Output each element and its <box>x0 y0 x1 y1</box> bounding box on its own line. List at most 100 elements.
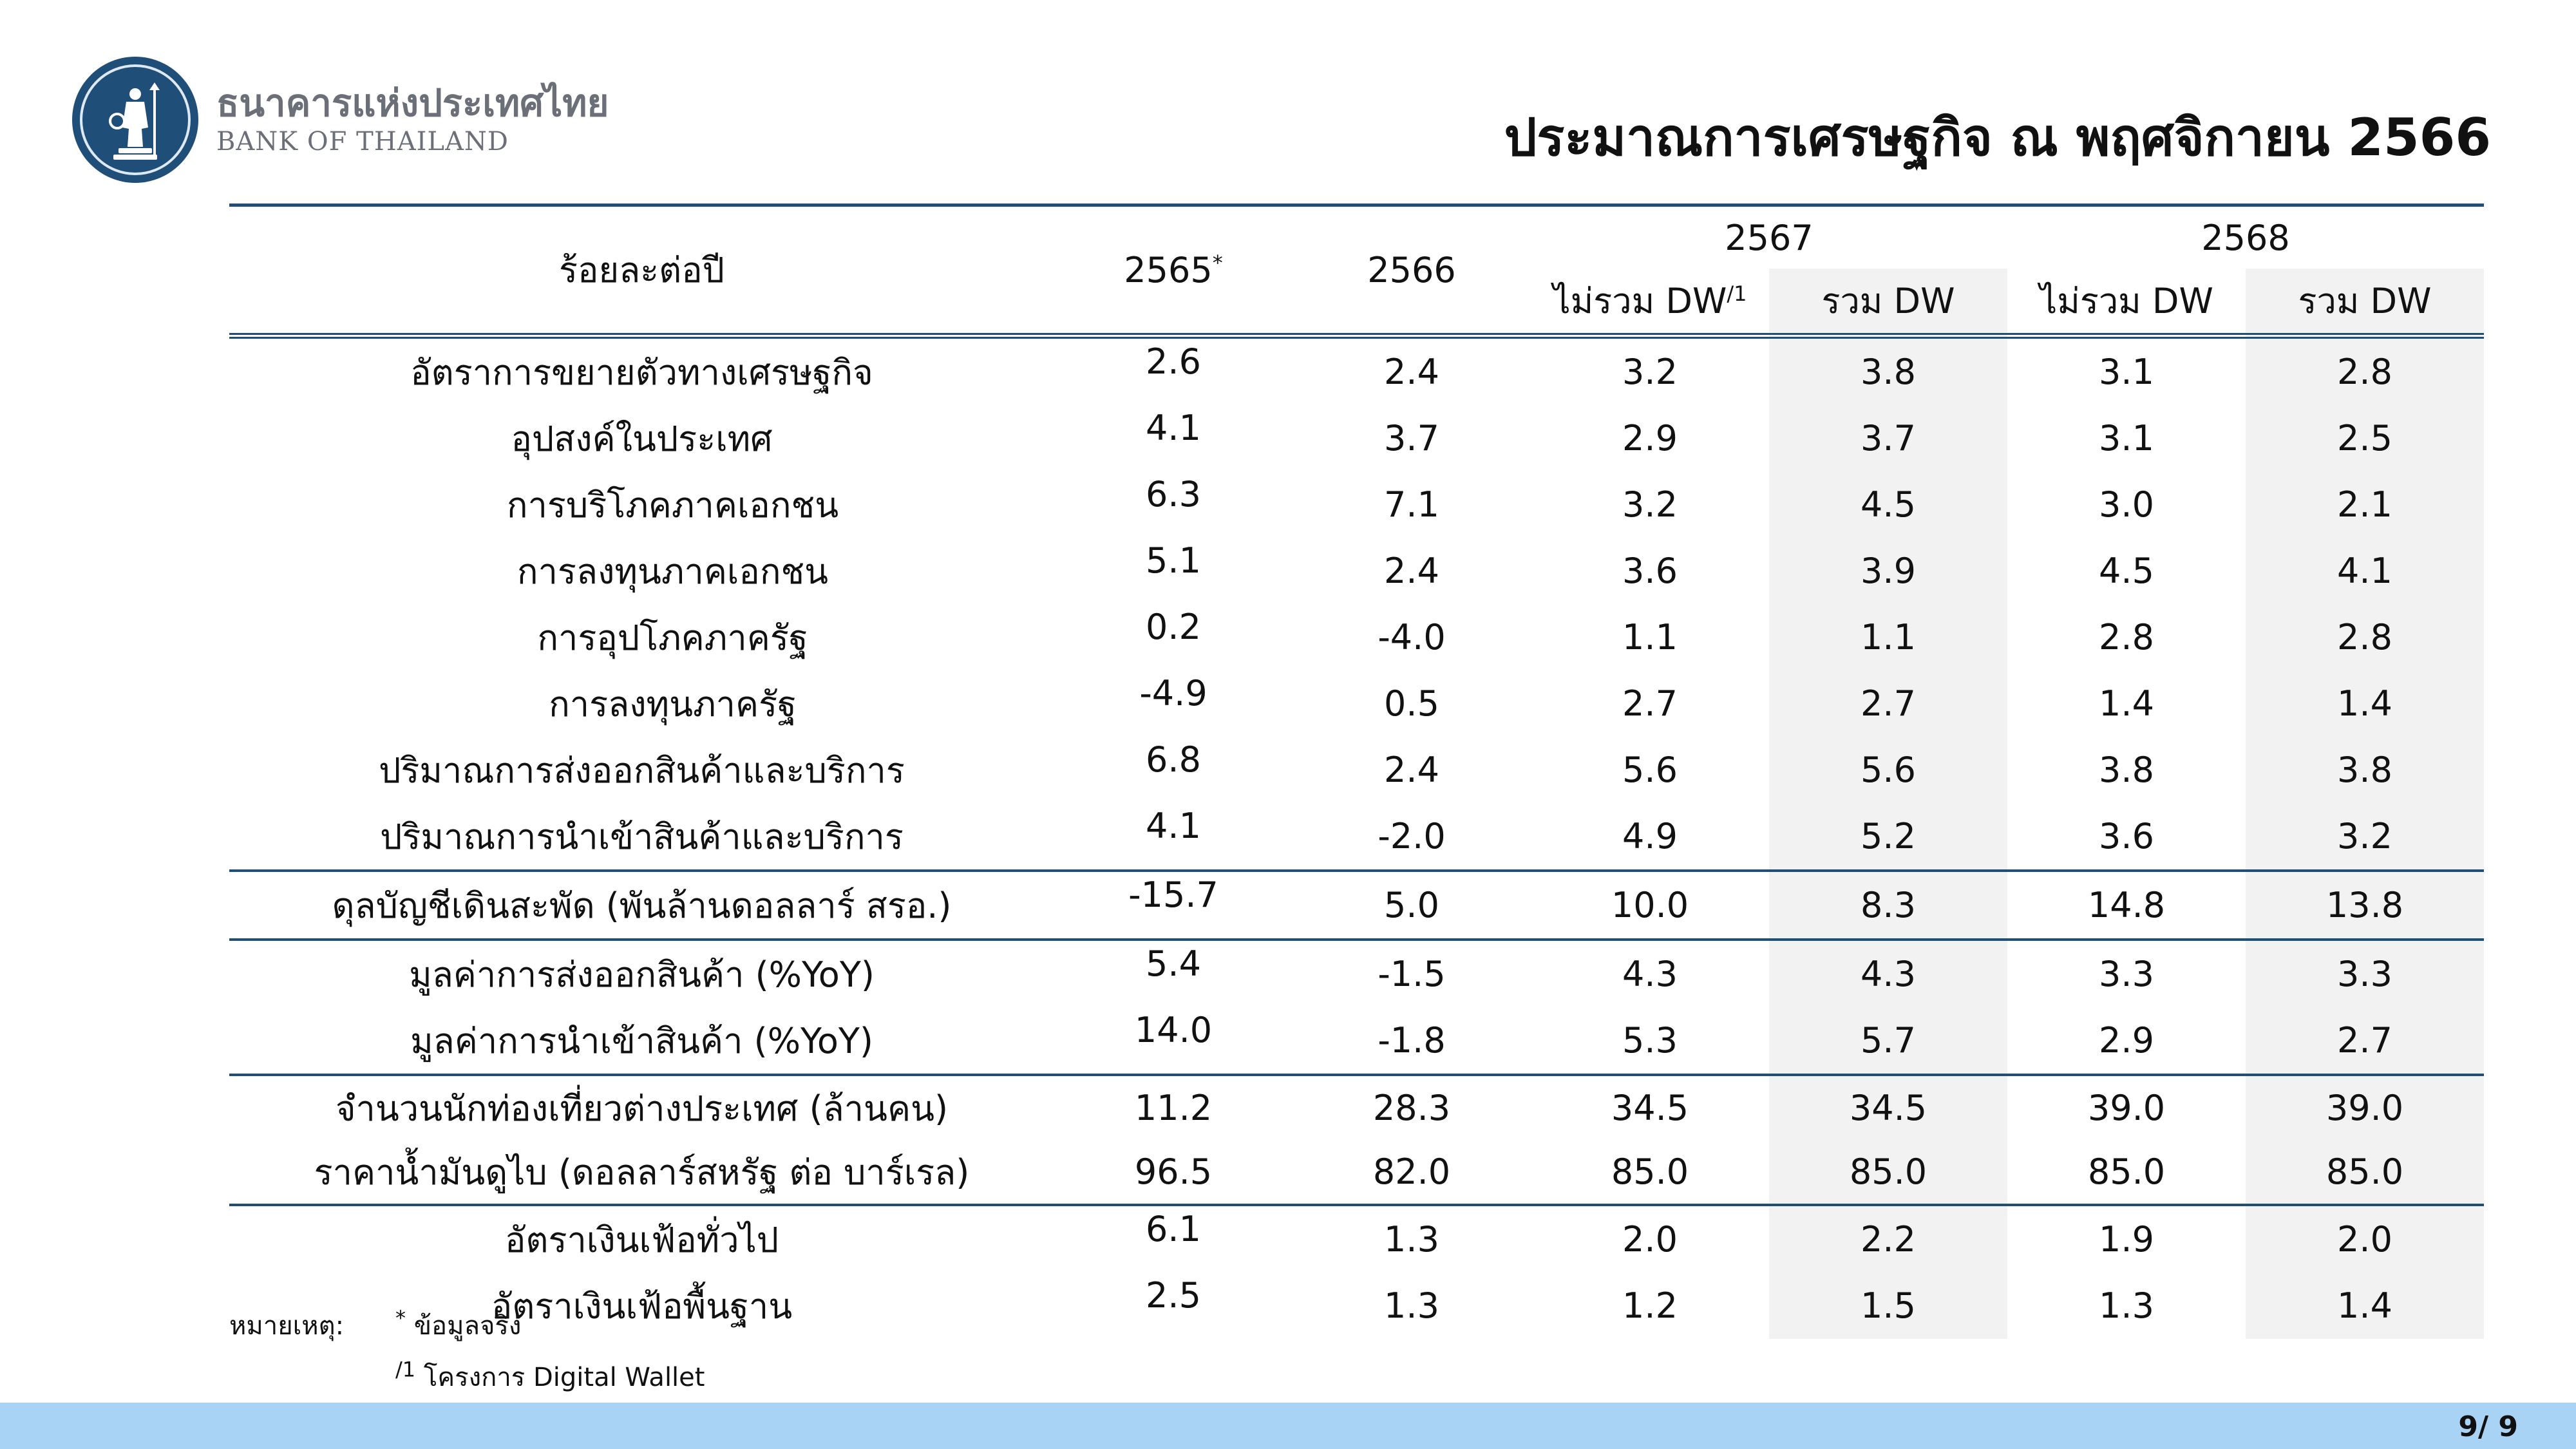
value-cell: 2.4 <box>1384 750 1439 790</box>
value-cell: 10.0 <box>1531 869 1769 940</box>
value-cell: 2.9 <box>2099 1020 2154 1061</box>
value-cell: 2.6 <box>1146 341 1201 382</box>
value-cell: 3.0 <box>2099 484 2154 525</box>
value-cell: 85.0 <box>1769 1140 2007 1205</box>
value-cell: 2.8 <box>2246 604 2484 670</box>
value-cell: 3.3 <box>2007 938 2246 1007</box>
value-cell: 2.5 <box>1146 1275 1201 1316</box>
footnotes: หมายเหตุ: * ข้อมูลจริง /1 โครงการ Digita… <box>229 1300 705 1403</box>
table-row: จำนวนนักท่องเที่ยวต่างประเทศ (ล้านคน) 11.… <box>229 1074 2484 1140</box>
value-cell: 2.8 <box>2246 336 2484 405</box>
header-year-2565: 2565* <box>1054 205 1293 339</box>
value-cell: 39.0 <box>2007 1074 2246 1140</box>
notes-heading: หมายเหตุ: <box>229 1311 345 1341</box>
logo-thai-text: ธนาคารแห่งประเทศไทย <box>216 81 609 126</box>
value-cell: 5.3 <box>1622 1020 1678 1061</box>
value-cell: 4.9 <box>1622 816 1678 857</box>
value-cell: -2.0 <box>1378 816 1446 857</box>
value-cell: -15.7 <box>1054 869 1293 940</box>
value-cell: 1.1 <box>1769 604 2007 670</box>
value-cell: 34.5 <box>1531 1074 1769 1140</box>
value-cell: 14.8 <box>2007 869 2246 940</box>
value-cell: 3.2 <box>1622 484 1678 525</box>
table-row: การอุปโภคภาครัฐ 0.2 -4.0 1.1 1.1 2.8 2.8 <box>229 604 2484 670</box>
value-cell: 3.8 <box>2246 737 2484 803</box>
table-row: อุปสงค์ในประเทศ 4.1 3.7 2.9 3.7 3.1 2.5 <box>229 405 2484 471</box>
value-cell: 0.5 <box>1384 683 1439 724</box>
table-row: มูลค่าการส่งออกสินค้า (%YoY) 5.4 -1.5 4.3 4.… <box>229 938 2484 1007</box>
value-cell: 4.1 <box>1146 806 1201 846</box>
value-cell: 5.2 <box>1769 803 2007 871</box>
row-label: จำนวนนักท่องเที่ยวต่างประเทศ (ล้านคน) <box>229 1074 1054 1140</box>
row-label: ปริมาณการส่งออกสินค้าและบริการ <box>379 750 905 791</box>
table-row: ราคาน้ำมันดูไบ (ดอลลาร์สหรัฐ ต่อ บาร์เรล… <box>229 1140 2484 1205</box>
corner-label: ร้อยละต่อปี <box>229 205 1054 339</box>
value-cell: 3.6 <box>1622 551 1678 591</box>
value-cell: 0.2 <box>1146 607 1201 647</box>
value-cell: 1.3 <box>1293 1204 1531 1273</box>
row-label: อัตราเงินเฟ้อพื้นฐาน <box>491 1285 793 1327</box>
bank-seal-icon <box>72 57 198 183</box>
value-cell: 2.8 <box>2099 617 2154 658</box>
value-cell: 4.1 <box>1146 408 1201 448</box>
value-cell: 85.0 <box>2246 1140 2484 1205</box>
value-cell: 5.0 <box>1293 869 1531 940</box>
value-cell: 2.4 <box>1384 551 1439 591</box>
table-row: การลงทุนภาครัฐ -4.9 0.5 2.7 2.7 1.4 1.4 <box>229 670 2484 737</box>
value-cell: 3.1 <box>2099 352 2154 392</box>
value-cell: 3.1 <box>2099 418 2154 459</box>
note-actual-data: * ข้อมูลจริง <box>395 1305 522 1341</box>
table-row: อัตราเงินเฟ้อพื้นฐาน 2.5 1.3 1.2 1.5 1.3 1.4 <box>229 1273 2484 1339</box>
forecast-table: ร้อยละต่อปี 2565* 2566 2567 2568 ไม่รวม … <box>229 204 2484 1339</box>
table-row: ปริมาณการนำเข้าสินค้าและบริการ 4.1 -2.0 4.9… <box>229 803 2484 871</box>
value-cell: 2.7 <box>1769 670 2007 737</box>
value-cell: 2.7 <box>1622 683 1678 724</box>
value-cell: 4.5 <box>2099 551 2154 591</box>
table-row: อัตราเงินเฟ้อทั่วไป 6.1 1.3 2.0 2.2 1.9 2.0 <box>229 1204 2484 1273</box>
header-year-2567: 2567 <box>1725 217 1814 258</box>
value-cell: 4.5 <box>1769 471 2007 538</box>
value-cell: 28.3 <box>1293 1074 1531 1140</box>
value-cell: 1.4 <box>2246 670 2484 737</box>
table-header-row: ร้อยละต่อปี 2565* 2566 2567 2568 <box>229 205 2484 339</box>
row-label: ราคาน้ำมันดูไบ (ดอลลาร์สหรัฐ ต่อ บาร์เรล… <box>314 1151 970 1193</box>
row-label: ดุลบัญชีเดินสะพัด (พันล้านดอลลาร์ สรอ.) <box>229 869 1054 940</box>
row-label: อุปสงค์ในประเทศ <box>511 418 773 459</box>
value-cell: -1.8 <box>1378 1020 1446 1061</box>
value-cell: 3.6 <box>2099 816 2154 857</box>
table-row: การลงทุนภาคเอกชน 5.1 2.4 3.6 3.9 4.5 4.1 <box>229 538 2484 604</box>
value-cell: -4.9 <box>1139 673 1208 714</box>
value-cell: 39.0 <box>2246 1074 2484 1140</box>
logo-english-text: BANK OF THAILAND <box>216 126 509 156</box>
value-cell: 1.9 <box>2007 1204 2246 1273</box>
value-cell: 85.0 <box>2087 1151 2166 1192</box>
value-cell: 3.7 <box>1384 418 1439 459</box>
value-cell: 3.3 <box>2246 938 2484 1007</box>
value-cell: 2.0 <box>2246 1204 2484 1273</box>
value-cell: 14.0 <box>1134 1010 1213 1050</box>
footer-bar: 9/ 9 <box>0 1403 2576 1449</box>
row-label: การลงทุนภาครัฐ <box>549 683 797 724</box>
value-cell: 5.4 <box>1054 938 1293 1007</box>
value-cell: 1.2 <box>1622 1285 1678 1326</box>
table-row: ดุลบัญชีเดินสะพัด (พันล้านดอลลาร์ สรอ.) -… <box>229 869 2484 940</box>
value-cell: 6.8 <box>1146 739 1201 780</box>
value-cell: 1.5 <box>1769 1273 2007 1339</box>
value-cell: 2.5 <box>2246 405 2484 471</box>
value-cell: 6.1 <box>1054 1204 1293 1273</box>
row-label: มูลค่าการส่งออกสินค้า (%YoY) <box>229 938 1054 1007</box>
bank-logo: ธนาคารแห่งประเทศไทย BANK OF THAILAND <box>72 57 609 183</box>
value-cell: -4.0 <box>1378 617 1446 658</box>
value-cell: 2.7 <box>2246 1007 2484 1075</box>
value-cell: 3.7 <box>1769 405 2007 471</box>
value-cell: 4.3 <box>1531 938 1769 1007</box>
value-cell: 1.1 <box>1622 617 1678 658</box>
value-cell: 3.2 <box>1622 352 1678 392</box>
value-cell: 11.2 <box>1054 1074 1293 1140</box>
row-label: อัตราเงินเฟ้อทั่วไป <box>229 1204 1054 1273</box>
value-cell: 85.0 <box>1611 1151 1689 1192</box>
row-label: การบริโภคภาคเอกชน <box>506 484 839 526</box>
value-cell: 3.8 <box>2099 750 2154 790</box>
value-cell: 82.0 <box>1372 1151 1451 1192</box>
table-body: อัตราการขยายตัวทางเศรษฐกิจ 2.6 2.4 3.2 3.8 3.… <box>229 336 2484 1339</box>
